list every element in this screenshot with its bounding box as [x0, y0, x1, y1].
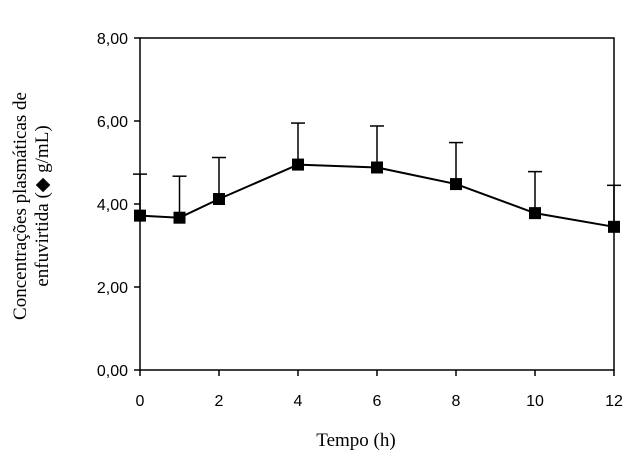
x-axis: 0 2 4 6 8 10 12	[136, 370, 623, 410]
series-line	[139, 163, 615, 228]
data-point	[292, 158, 304, 171]
data-point	[213, 193, 225, 206]
x-tick-label: 6	[373, 393, 382, 410]
data-point	[529, 207, 541, 220]
x-tick-label: 10	[526, 393, 544, 410]
data-point	[173, 211, 186, 224]
x-tick-label: 4	[294, 393, 303, 410]
series-layer	[133, 122, 621, 233]
y-axis-label-line2: enfuvirtida (◆ g/mL)	[32, 125, 53, 286]
y-tick-label: 8,00	[97, 31, 128, 48]
x-tick-label: 0	[136, 393, 145, 410]
plot-area	[139, 37, 615, 371]
x-tick-label: 12	[605, 393, 623, 410]
data-point	[608, 220, 620, 233]
y-axis-label-line1: Concentrações plasmáticas de	[10, 92, 31, 320]
x-tick-label: 2	[215, 393, 224, 410]
y-axis-label: Concentrações plasmáticas de enfuvirtida…	[10, 92, 53, 320]
y-axis: 0,00 2,00 4,00 6,00 8,00	[97, 31, 140, 380]
x-axis-label: Tempo (h)	[316, 430, 395, 451]
y-tick-label: 6,00	[97, 114, 128, 131]
data-point	[371, 161, 383, 174]
y-tick-label: 0,00	[97, 363, 128, 380]
x-tick-label: 8	[452, 393, 461, 410]
y-tick-label: 4,00	[97, 197, 128, 214]
data-point	[450, 178, 462, 191]
data-point	[134, 209, 146, 222]
y-tick-label: 2,00	[97, 280, 128, 297]
plot-frame	[139, 37, 615, 371]
